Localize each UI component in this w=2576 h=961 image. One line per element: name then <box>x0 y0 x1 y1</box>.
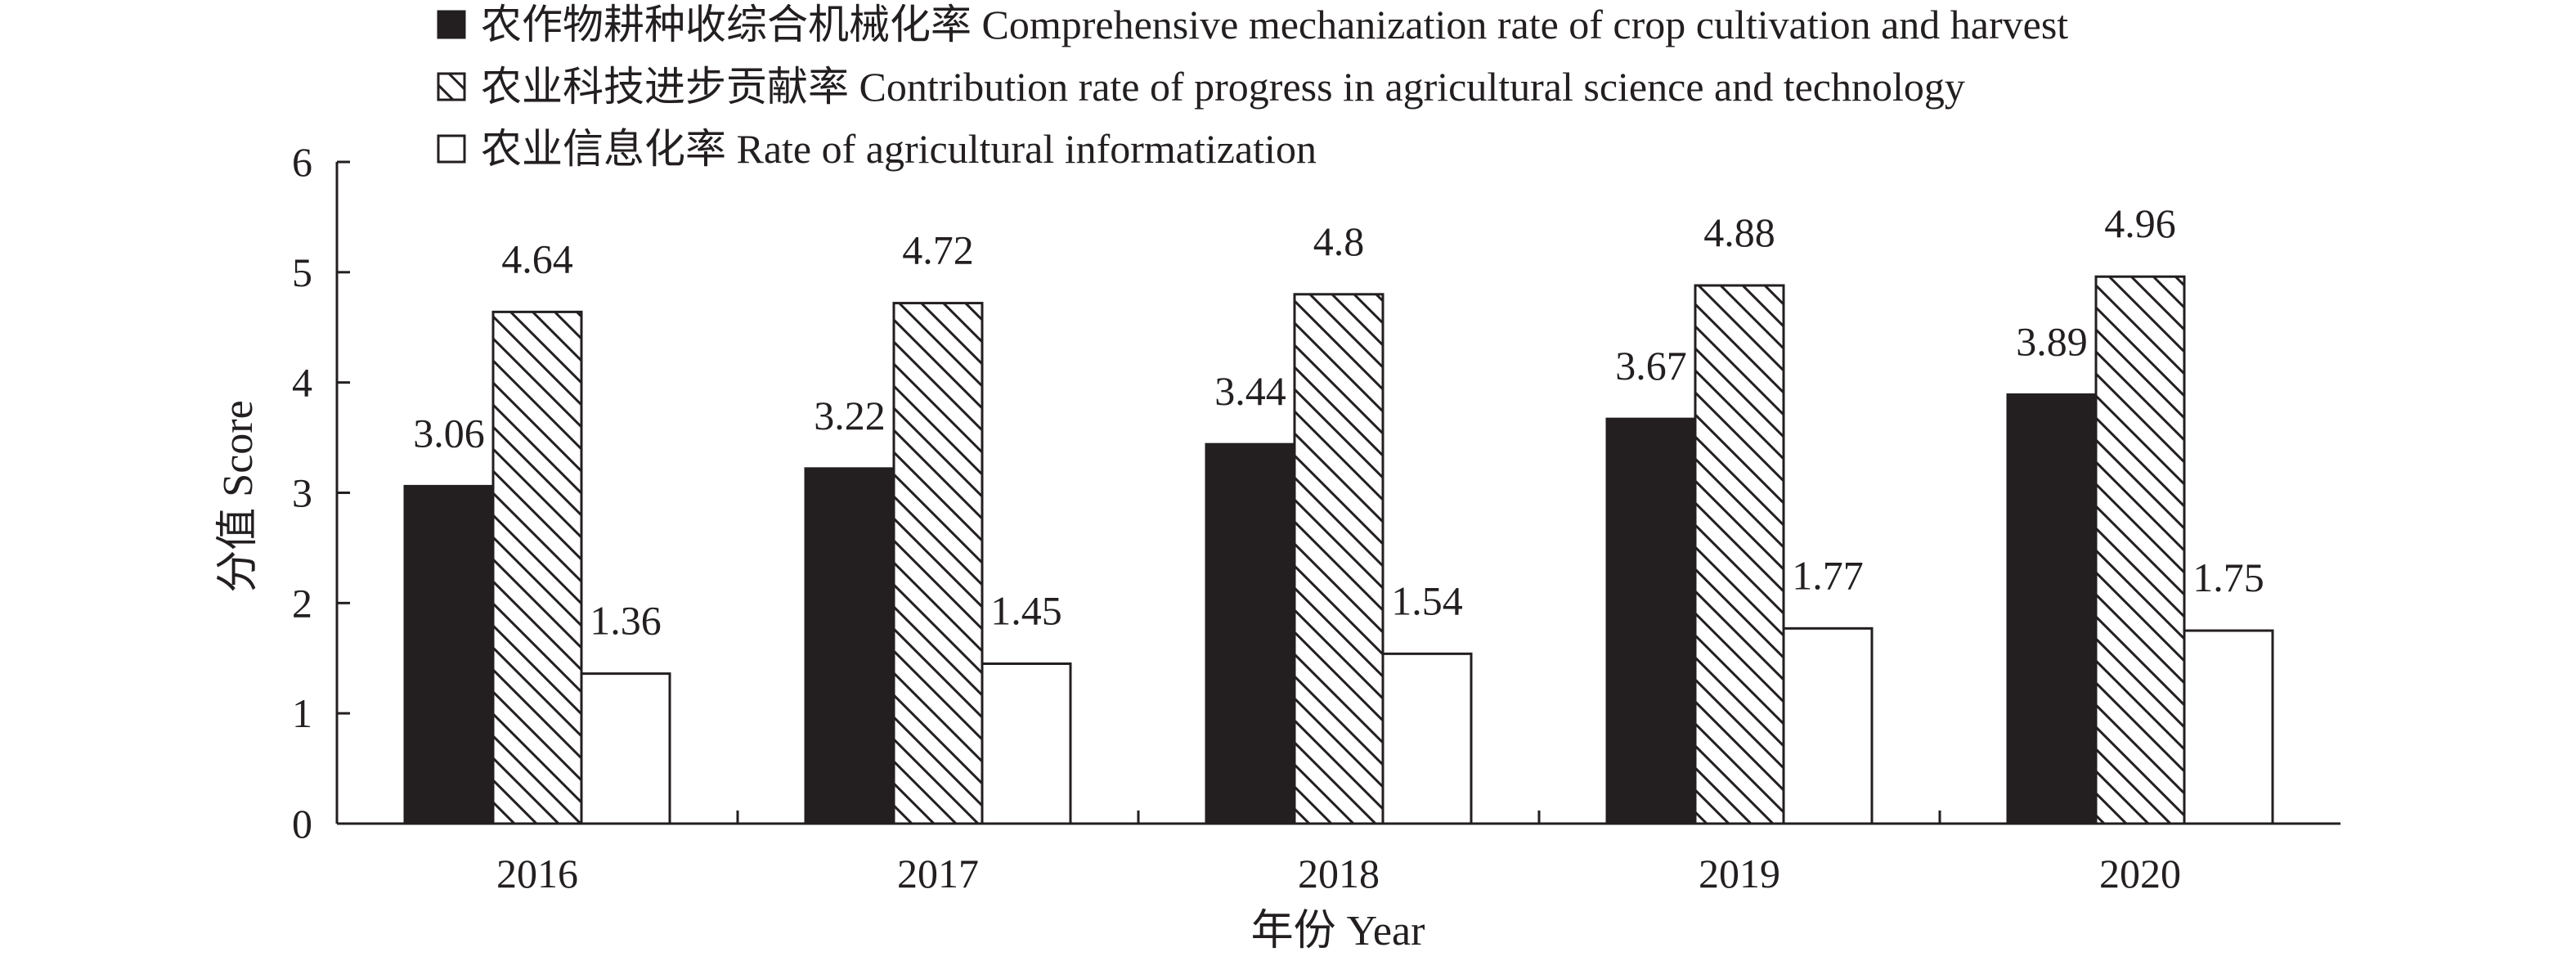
bar-series-2-2019 <box>1694 284 1785 825</box>
data-label: 4.8 <box>1313 218 1365 264</box>
bar-series-1-2016 <box>403 484 495 825</box>
data-label: 4.72 <box>902 227 974 273</box>
legend-swatch-1 <box>437 10 466 39</box>
legend: 农作物耕种收综合机械化率 Comprehensive mechanization… <box>437 2 2068 172</box>
x-tick-label: 2016 <box>496 851 578 896</box>
data-label: 3.22 <box>814 393 886 438</box>
bar-series-1-2018 <box>1205 442 1296 825</box>
bar-series-1-2019 <box>1605 417 1697 825</box>
bar-series-3-2020 <box>2183 629 2274 825</box>
y-tick-label: 0 <box>292 801 312 846</box>
data-label: 3.44 <box>1214 368 1286 414</box>
bar-series-2-2018 <box>1293 293 1384 825</box>
y-ticks: 0 1 2 3 4 5 6 <box>292 139 350 846</box>
bar-series-1-2020 <box>2006 393 2098 825</box>
y-tick-label: 1 <box>292 690 312 736</box>
y-tick-label: 2 <box>292 580 312 626</box>
data-label: 1.54 <box>1391 577 1463 623</box>
bar-series-3-2018 <box>1381 652 1473 825</box>
data-label: 4.64 <box>501 236 573 281</box>
bar-series-1-2017 <box>804 467 895 825</box>
legend-swatch-3 <box>437 134 466 164</box>
y-axis: 0 1 2 3 4 5 6 <box>292 139 350 846</box>
bar-series-3-2016 <box>580 672 671 825</box>
data-label: 1.75 <box>2192 555 2264 600</box>
x-tick-label: 2019 <box>1699 851 1780 896</box>
x-axis-title: 年份 Year <box>1251 908 1425 954</box>
x-ticks: 2016 2017 2018 2019 2020 <box>496 811 2181 896</box>
y-tick-label: 3 <box>292 470 312 516</box>
x-tick-label: 2017 <box>897 851 979 896</box>
data-label: 3.67 <box>1615 343 1687 388</box>
bars <box>403 275 2274 825</box>
x-tick-label: 2018 <box>1298 851 1380 896</box>
legend-label-1: 农作物耕种收综合机械化率 Comprehensive mechanization… <box>481 2 2068 47</box>
legend-label-2: 农业科技进步贡献率 Contribution rate of progress … <box>481 64 1965 110</box>
x-tick-label: 2020 <box>2099 851 2181 896</box>
data-label: 3.06 <box>413 410 485 456</box>
y-tick-label: 6 <box>292 139 312 185</box>
data-label: 3.89 <box>2016 318 2088 364</box>
legend-swatch-2 <box>437 72 466 101</box>
data-label: 4.96 <box>2104 200 2176 246</box>
bar-series-2-2016 <box>491 310 583 825</box>
y-axis-title: 分值 Score <box>215 400 262 592</box>
bar-series-2-2017 <box>892 302 984 825</box>
y-tick-label: 5 <box>292 249 312 295</box>
y-tick-label: 4 <box>292 360 312 406</box>
bar-series-2-2020 <box>2094 275 2186 825</box>
data-label: 1.36 <box>590 598 662 644</box>
legend-label-3: 农业信息化率 Rate of agricultural informatizat… <box>481 126 1317 172</box>
bar-series-3-2019 <box>1782 626 1874 825</box>
data-label: 1.45 <box>990 587 1062 633</box>
data-label: 4.88 <box>1703 209 1775 255</box>
data-label: 1.77 <box>1792 552 1864 598</box>
data-labels: 3.06 4.64 1.36 3.22 4.72 1.45 3.44 4.8 1.54 3.67 4… <box>413 200 2264 643</box>
bar-series-3-2017 <box>981 662 1072 825</box>
